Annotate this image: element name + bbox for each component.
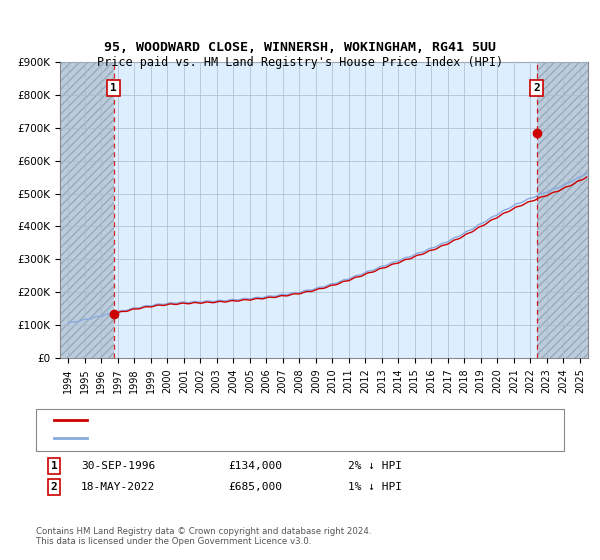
Text: 1: 1 <box>110 83 117 93</box>
Text: 95, WOODWARD CLOSE, WINNERSH, WOKINGHAM, RG41 5UU (detached house): 95, WOODWARD CLOSE, WINNERSH, WOKINGHAM,… <box>93 415 489 425</box>
Bar <box>536 62 588 358</box>
Text: £134,000: £134,000 <box>228 461 282 471</box>
Bar <box>60 62 113 358</box>
Text: 1: 1 <box>50 461 58 471</box>
Text: 18-MAY-2022: 18-MAY-2022 <box>81 482 155 492</box>
Bar <box>536 62 588 358</box>
Text: Contains HM Land Registry data © Crown copyright and database right 2024.
This d: Contains HM Land Registry data © Crown c… <box>36 526 371 546</box>
Text: 2% ↓ HPI: 2% ↓ HPI <box>348 461 402 471</box>
Text: 2: 2 <box>50 482 58 492</box>
Bar <box>60 62 113 358</box>
Text: 95, WOODWARD CLOSE, WINNERSH, WOKINGHAM, RG41 5UU: 95, WOODWARD CLOSE, WINNERSH, WOKINGHAM,… <box>104 41 496 54</box>
Text: 2: 2 <box>533 83 540 93</box>
Text: HPI: Average price, detached house, Wokingham: HPI: Average price, detached house, Woki… <box>93 433 363 443</box>
Text: 30-SEP-1996: 30-SEP-1996 <box>81 461 155 471</box>
Text: £685,000: £685,000 <box>228 482 282 492</box>
Text: Price paid vs. HM Land Registry's House Price Index (HPI): Price paid vs. HM Land Registry's House … <box>97 56 503 69</box>
Text: 1% ↓ HPI: 1% ↓ HPI <box>348 482 402 492</box>
